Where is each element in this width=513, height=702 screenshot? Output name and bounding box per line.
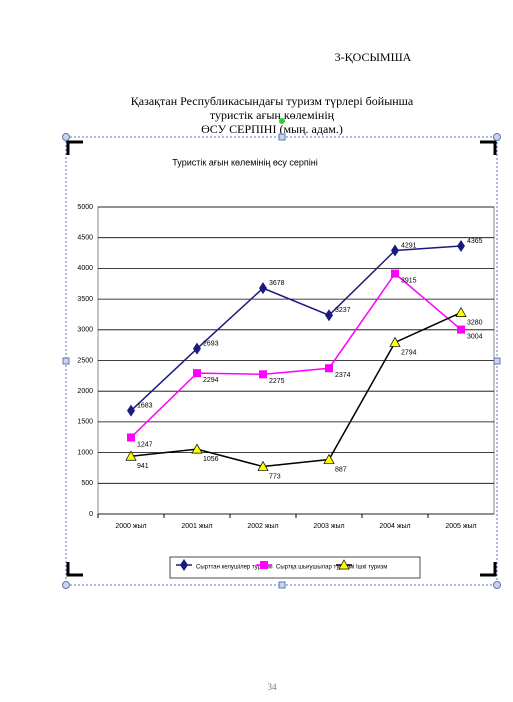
data-point (127, 404, 135, 417)
data-label: 941 (137, 463, 149, 470)
y-tick-label: 0 (89, 511, 93, 518)
crop-marks (66, 140, 497, 577)
data-label: 3280 (467, 319, 483, 326)
x-tick-label: 2001 жыл (181, 523, 212, 530)
y-tick-label: 5000 (77, 204, 93, 211)
data-point (193, 342, 201, 355)
legend-box (169, 556, 421, 579)
legend-marker (260, 561, 268, 569)
series-line (130, 245, 462, 412)
data-label: 1683 (137, 403, 153, 410)
legend-marker (180, 559, 188, 571)
data-label: 773 (269, 473, 281, 480)
legend-label: Ішкі туризм (356, 565, 387, 571)
resize-handle (278, 133, 286, 141)
legend-label: Сырттан келушілер туризмі (196, 565, 273, 571)
resize-handle (278, 581, 286, 589)
x-tick-label: 2003 жыл (313, 523, 344, 530)
x-tick-label: 2004 жыл (379, 523, 410, 530)
data-label: 2294 (203, 377, 219, 384)
y-tick-label: 4000 (77, 265, 93, 272)
data-point (127, 433, 135, 442)
legend-label: Сыртқа шығушылар туризмі (276, 565, 354, 571)
y-tick-label: 1000 (77, 449, 93, 456)
y-tick-label: 2000 (77, 388, 93, 395)
data-point (259, 282, 267, 295)
annex-label: 3-ҚОСЫМША (335, 50, 412, 64)
y-tick-label: 3500 (77, 296, 93, 303)
data-label: 2794 (401, 349, 417, 356)
data-label: 3237 (335, 307, 351, 314)
heading-line: Қазақтан Республикасындағы туризм түрлер… (131, 94, 414, 108)
series-line (130, 311, 462, 468)
data-label: 3915 (401, 277, 417, 284)
legend-marker (338, 559, 350, 570)
data-label: 3004 (467, 333, 483, 340)
heading-line: туристік ағын көлемінің (210, 108, 335, 122)
x-tick-label: 2005 жыл (445, 523, 476, 530)
data-label: 887 (335, 466, 347, 473)
data-point (193, 369, 201, 378)
resize-handle (62, 581, 70, 589)
data-label: 4365 (467, 238, 483, 245)
data-point (389, 336, 401, 347)
y-tick-label: 500 (81, 480, 93, 487)
data-label: 3678 (269, 280, 285, 287)
data-point (257, 460, 269, 471)
resize-handle (493, 581, 501, 589)
y-tick-label: 4500 (77, 235, 93, 242)
rotate-handle (279, 118, 285, 124)
y-tick-label: 1500 (77, 419, 93, 426)
data-point (259, 370, 267, 379)
series-line (130, 272, 462, 438)
y-tick-label: 2500 (77, 357, 93, 364)
data-point (325, 309, 333, 322)
data-label: 1247 (137, 441, 153, 448)
x-tick-label: 2000 жыл (115, 523, 146, 530)
data-point (191, 443, 203, 454)
data-point (457, 325, 465, 334)
data-label: 2374 (335, 372, 351, 379)
data-point (391, 244, 399, 257)
x-tick-label: 2002 жыл (247, 523, 278, 530)
heading-line: ӨСУ СЕРПІНІ (мың. адам.) (201, 122, 343, 136)
resize-handle (493, 357, 501, 365)
data-point (325, 364, 333, 373)
data-point (455, 306, 467, 317)
data-label: 2275 (269, 378, 285, 385)
data-label: 4291 (401, 242, 417, 249)
resize-handle (62, 133, 70, 141)
data-point (323, 453, 335, 464)
data-point (125, 450, 137, 461)
data-label: 1056 (203, 456, 219, 463)
data-label: 2693 (203, 340, 219, 347)
y-tick-label: 3000 (77, 327, 93, 334)
chart-title: Туристік ағын көлемінің өсу серпіні (172, 157, 317, 167)
resize-handle (493, 133, 501, 141)
data-point (457, 239, 465, 252)
page-number: 34 (268, 682, 278, 692)
data-point (391, 269, 399, 278)
resize-handle (62, 357, 70, 365)
